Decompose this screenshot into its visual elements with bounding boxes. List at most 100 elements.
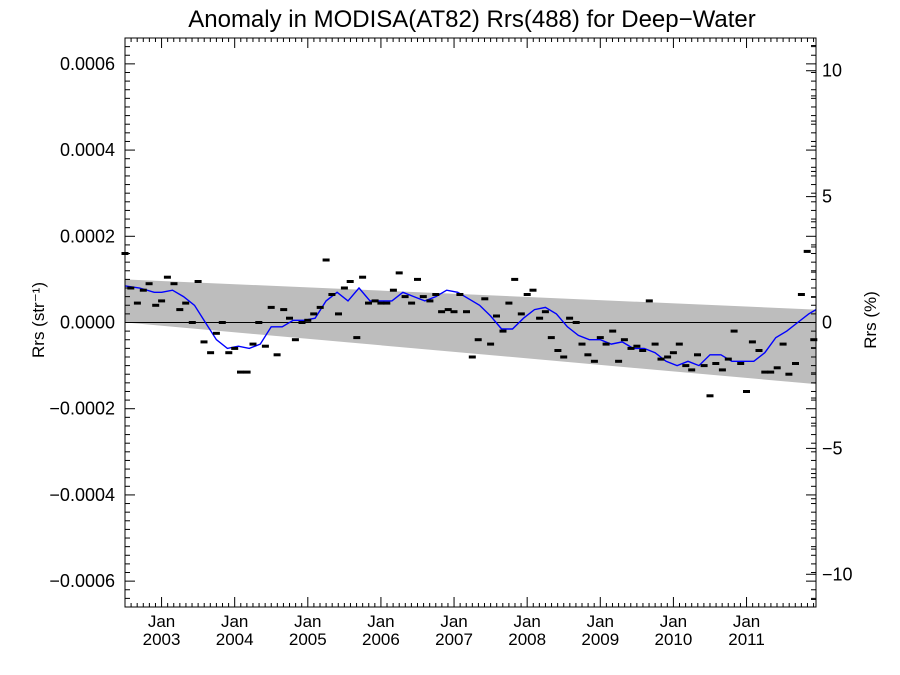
anomaly-point	[456, 293, 464, 296]
anomaly-point	[218, 321, 226, 324]
anomaly-point	[340, 286, 348, 290]
running-mean-line	[124, 285, 817, 367]
anomaly-point	[743, 390, 750, 393]
x-tick-year-label: 2003	[143, 630, 181, 649]
anomaly-point	[590, 359, 598, 363]
x-tick-year-label: 2009	[581, 630, 619, 649]
anomaly-point	[767, 370, 775, 374]
anomaly-point	[487, 342, 495, 346]
anomaly-point	[554, 349, 562, 352]
anomaly-point	[536, 316, 544, 320]
anomaly-point	[139, 288, 147, 292]
anomaly-point	[645, 299, 653, 303]
x-tick-month-label: Jan	[294, 612, 321, 631]
anomaly-point	[584, 353, 592, 357]
anomaly-point	[785, 372, 793, 376]
anomaly-point	[803, 249, 811, 253]
anomaly-point	[444, 308, 452, 312]
anomaly-point	[353, 336, 361, 340]
anomaly-point	[365, 301, 372, 305]
x-tick-month-label: Jan	[148, 612, 175, 631]
left-tick-label: −0.0004	[49, 485, 115, 505]
right-tick-label: 10	[822, 61, 842, 81]
anomaly-point	[517, 312, 525, 316]
anomaly-point	[291, 338, 299, 342]
anomaly-point	[212, 331, 220, 335]
y-axis-label-left: Rrs (str⁻¹)	[29, 282, 48, 358]
running-mean-series	[124, 285, 817, 367]
anomaly-point	[298, 321, 306, 324]
x-axis: Jan2003Jan2004Jan2005Jan2006Jan2007Jan20…	[124, 38, 815, 649]
anomaly-point	[694, 353, 701, 357]
anomaly-point	[267, 305, 275, 309]
anomaly-point	[401, 295, 409, 299]
anomaly-point	[712, 362, 720, 365]
x-tick-month-label: Jan	[513, 612, 540, 631]
x-tick-month-label: Jan	[440, 612, 467, 631]
anomaly-point	[779, 342, 787, 346]
anomaly-point	[432, 293, 440, 296]
x-tick-month-label: Jan	[660, 612, 687, 631]
x-tick-month-label: Jan	[733, 612, 760, 631]
left-tick-label: −0.0002	[49, 399, 115, 419]
anomaly-point	[328, 293, 336, 296]
anomaly-point	[596, 336, 604, 340]
anomaly-point	[609, 329, 617, 333]
anomaly-point	[669, 351, 677, 355]
anomaly-point	[572, 321, 580, 324]
anomaly-point	[682, 364, 690, 368]
anomaly-point	[237, 370, 244, 374]
anomaly-point	[718, 368, 726, 372]
anomaly-point	[474, 338, 482, 342]
anomaly-point	[408, 301, 416, 305]
anomaly-point	[529, 288, 537, 292]
anomaly-point	[163, 275, 171, 279]
anomaly-point	[541, 310, 549, 314]
anomaly-point	[249, 342, 257, 346]
x-tick-year-label: 2010	[654, 630, 692, 649]
anomaly-point	[706, 394, 714, 398]
anomaly-point	[657, 357, 665, 361]
anomaly-point	[207, 351, 215, 355]
anomaly-point	[664, 355, 672, 359]
x-tick-year-label: 2011	[728, 630, 765, 649]
anomaly-point	[273, 353, 281, 357]
right-y-axis: −10 −5 0 5 10	[806, 45, 853, 600]
anomaly-point	[700, 364, 708, 368]
anomaly-point	[627, 346, 635, 350]
right-tick-label: −5	[822, 438, 843, 458]
anomaly-point	[511, 277, 519, 281]
anomaly-point	[304, 318, 312, 322]
anomaly-point	[463, 310, 470, 314]
anomaly-point	[377, 301, 385, 305]
right-tick-label: 5	[822, 187, 832, 207]
x-tick-year-label: 2004	[216, 630, 254, 649]
anomaly-point	[730, 329, 738, 333]
anomaly-point	[578, 342, 586, 346]
anomaly-point	[755, 349, 763, 352]
anomaly-point	[200, 340, 208, 344]
anomaly-point	[675, 342, 683, 346]
anomaly-point	[560, 355, 568, 359]
anomaly-point	[176, 308, 184, 312]
anomaly-point	[633, 344, 641, 348]
anomaly-point	[797, 293, 805, 296]
anomaly-point	[359, 275, 367, 279]
y-axis-label-right: Rrs (%)	[861, 291, 880, 349]
anomaly-point	[615, 359, 623, 363]
anomaly-point	[773, 366, 781, 370]
anomaly-point	[383, 301, 391, 305]
anomaly-point	[395, 271, 403, 275]
anomaly-point	[152, 303, 160, 307]
anomaly-point	[450, 310, 458, 314]
confidence-band	[125, 279, 816, 385]
anomaly-point	[133, 301, 141, 305]
anomaly-point	[225, 351, 233, 355]
left-tick-label: 0.0006	[60, 54, 115, 74]
anomaly-point	[310, 312, 318, 316]
anomaly-point	[748, 340, 756, 344]
anomaly-point	[651, 342, 659, 346]
anomaly-point	[724, 357, 732, 361]
chart-title: Anomaly in MODISA(AT82) Rrs(488) for Dee…	[188, 6, 756, 33]
